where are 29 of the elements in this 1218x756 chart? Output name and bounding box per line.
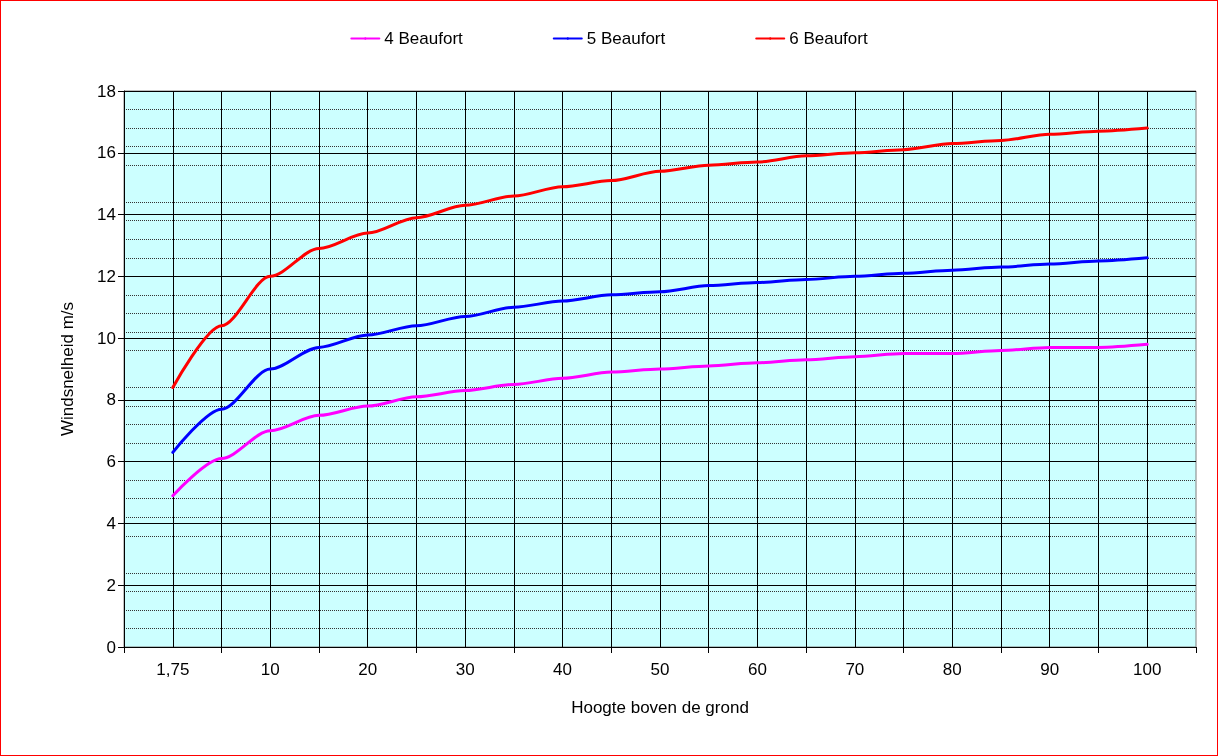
y-tick-label: 2 xyxy=(106,575,116,595)
x-tick-label: 1,75 xyxy=(156,660,190,679)
y-tick-label: 0 xyxy=(106,637,116,657)
legend-label: 4 Beaufort xyxy=(384,29,464,48)
x-tick-label: 80 xyxy=(942,660,962,679)
x-tick-label: 40 xyxy=(553,660,573,679)
x-tick-label: 100 xyxy=(1132,660,1162,679)
y-tick-label: 10 xyxy=(97,328,116,348)
x-tick-label: 90 xyxy=(1040,660,1060,679)
y-tick-label: 6 xyxy=(106,452,116,472)
y-axis-title: Windsnelheid m/s xyxy=(58,301,77,437)
y-tick-label: 14 xyxy=(97,205,116,225)
y-tick-label: 12 xyxy=(97,266,116,286)
y-tick-label: 4 xyxy=(106,513,116,533)
x-tick-label: 10 xyxy=(260,660,280,679)
line-series xyxy=(171,342,1149,498)
y-tick-label: 16 xyxy=(97,143,116,163)
x-tick-label: 50 xyxy=(650,660,670,679)
x-tick-label: 20 xyxy=(358,660,378,679)
y-tick-label: 8 xyxy=(106,390,116,410)
y-tick-label: 18 xyxy=(97,81,116,101)
x-tick-label: 30 xyxy=(455,660,475,679)
line-series xyxy=(171,256,1149,454)
x-tick-label: 60 xyxy=(747,660,767,679)
legend-label: 5 Beaufort xyxy=(586,29,666,48)
legend-label: 6 Beaufort xyxy=(789,29,868,48)
line-series xyxy=(171,126,1149,390)
x-tick-label: 70 xyxy=(845,660,865,679)
x-axis-title: Hoogte boven de grond xyxy=(571,698,749,717)
